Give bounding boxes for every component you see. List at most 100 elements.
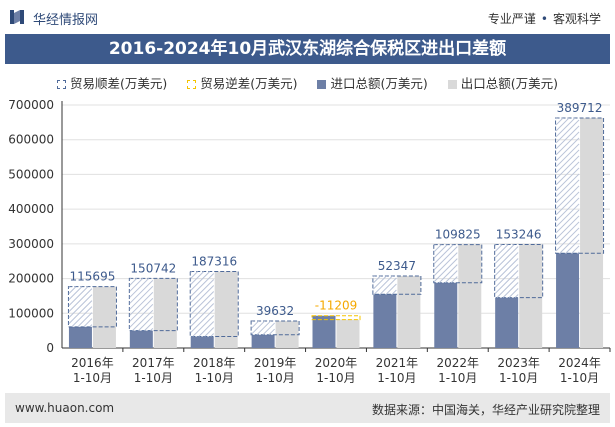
- balance-data-label: -11209: [315, 299, 358, 313]
- hatch-line: [559, 233, 580, 254]
- slogan-right: 客观科学: [552, 12, 601, 26]
- hatch-line: [190, 297, 215, 321]
- surplus-box: [128, 277, 178, 332]
- x-tick-label: 2022年: [437, 356, 480, 370]
- surplus-box: [372, 275, 422, 295]
- hatch-line: [433, 244, 448, 258]
- hatch-line: [555, 215, 580, 240]
- hatch-line: [494, 258, 519, 282]
- hatch-line: [192, 315, 215, 337]
- hatch-line: [129, 279, 154, 304]
- hatch-line: [251, 320, 253, 323]
- bar-export: [214, 271, 238, 348]
- bar-import: [495, 297, 519, 348]
- y-tick-label: 500000: [8, 167, 54, 181]
- balance-data-label: 187316: [191, 255, 237, 269]
- hatch-line: [555, 197, 580, 222]
- hatch-line: [256, 320, 271, 336]
- legend-label-surplus: 贸易顺差(万美元): [69, 76, 168, 91]
- hatch-line: [210, 333, 215, 337]
- balance-data-label: 115695: [70, 270, 116, 284]
- x-tick-label: 2020年: [315, 356, 358, 370]
- hatch-line: [373, 275, 393, 295]
- hatch-line: [555, 131, 580, 156]
- bar-import: [129, 330, 153, 348]
- surplus-box: [555, 117, 605, 254]
- brand-name: 华经情报网: [33, 13, 99, 28]
- hatch-line: [251, 320, 259, 329]
- hatch-line: [262, 322, 275, 336]
- bar-import: [556, 253, 580, 348]
- x-tick-label: 1-10月: [316, 371, 355, 385]
- hatch-line: [83, 318, 93, 328]
- hatch-line: [373, 275, 381, 284]
- y-tick-label: 200000: [8, 272, 54, 286]
- hatch-line: [555, 155, 580, 180]
- hatch-line: [555, 185, 580, 210]
- surplus-box: [189, 271, 239, 338]
- legend-swatch-export: [447, 80, 457, 89]
- hatch-line: [494, 244, 515, 264]
- hatch-line: [496, 276, 519, 299]
- x-tick-label: 1-10月: [134, 371, 173, 385]
- legend-label-export: 出口总额(万美元): [460, 76, 558, 91]
- hatch-line: [129, 297, 154, 322]
- top-bar: 华经情报网 专业严谨 • 客观科学: [0, 0, 615, 34]
- hatch-line: [433, 244, 436, 246]
- surplus-box: [67, 286, 117, 328]
- bar-import: [312, 315, 336, 348]
- legend-item-import: 进口总额(万美元): [317, 73, 428, 92]
- surplus-box: [250, 320, 300, 336]
- hatch-line: [268, 328, 275, 336]
- hatch-line: [129, 277, 132, 280]
- hatch-line: [555, 125, 580, 150]
- x-tick-label: 2019年: [254, 356, 297, 370]
- bar-import: [373, 294, 397, 348]
- bar-export: [458, 244, 482, 348]
- hatch-line: [438, 264, 458, 284]
- legend-item-deficit: 贸易逆差(万美元): [187, 73, 298, 92]
- chart-legend: 贸易顺差(万美元) 贸易逆差(万美元) 进口总额(万美元) 出口总额(万美元): [0, 73, 615, 91]
- legend-swatch-surplus: [56, 80, 66, 89]
- hatch-line: [494, 246, 519, 270]
- hatch-line: [71, 306, 93, 328]
- hatch-line: [385, 283, 397, 295]
- x-tick-label: 1-10月: [195, 371, 234, 385]
- hatch-line: [190, 271, 193, 273]
- x-tick-label: 1-10月: [438, 371, 477, 385]
- logo-icon: [10, 10, 24, 24]
- hatch-line: [577, 251, 580, 254]
- slogan: 专业严谨 • 客观科学: [488, 10, 601, 27]
- surplus-hatch: [251, 320, 275, 336]
- hatch-line: [190, 271, 211, 291]
- x-tick-label: 1-10月: [73, 371, 112, 385]
- hatch-line: [514, 294, 519, 299]
- surplus-hatch: [373, 275, 397, 295]
- footer: www.huaon.com 数据来源：中国海关，华经产业研究院整理: [5, 393, 610, 423]
- hatch-line: [198, 321, 215, 337]
- x-tick-label: 2023年: [497, 356, 540, 370]
- legend-label-import: 进口总额(万美元): [330, 76, 428, 91]
- hatch-line: [494, 244, 503, 252]
- hatch-line: [565, 239, 580, 254]
- hatch-line: [68, 286, 71, 289]
- hatch-line: [494, 270, 519, 294]
- hatch-line: [555, 117, 576, 138]
- legend-label-deficit: 贸易逆差(万美元): [200, 76, 298, 91]
- surplus-box: [494, 243, 544, 299]
- hatch-line: [379, 277, 397, 295]
- bar-export: [153, 278, 177, 348]
- bar-import: [190, 336, 214, 348]
- bar-export: [92, 286, 116, 348]
- surplus-box: [433, 244, 483, 284]
- bar-import: [251, 334, 275, 348]
- x-tick-label: 1-10月: [255, 371, 294, 385]
- hatch-line: [555, 117, 570, 132]
- hatch-line: [555, 209, 580, 234]
- legend-item-surplus: 贸易顺差(万美元): [56, 73, 168, 92]
- bar-export: [336, 319, 360, 348]
- surplus-hatch: [555, 117, 580, 254]
- hatch-line: [132, 309, 154, 331]
- hatch-line: [444, 270, 458, 284]
